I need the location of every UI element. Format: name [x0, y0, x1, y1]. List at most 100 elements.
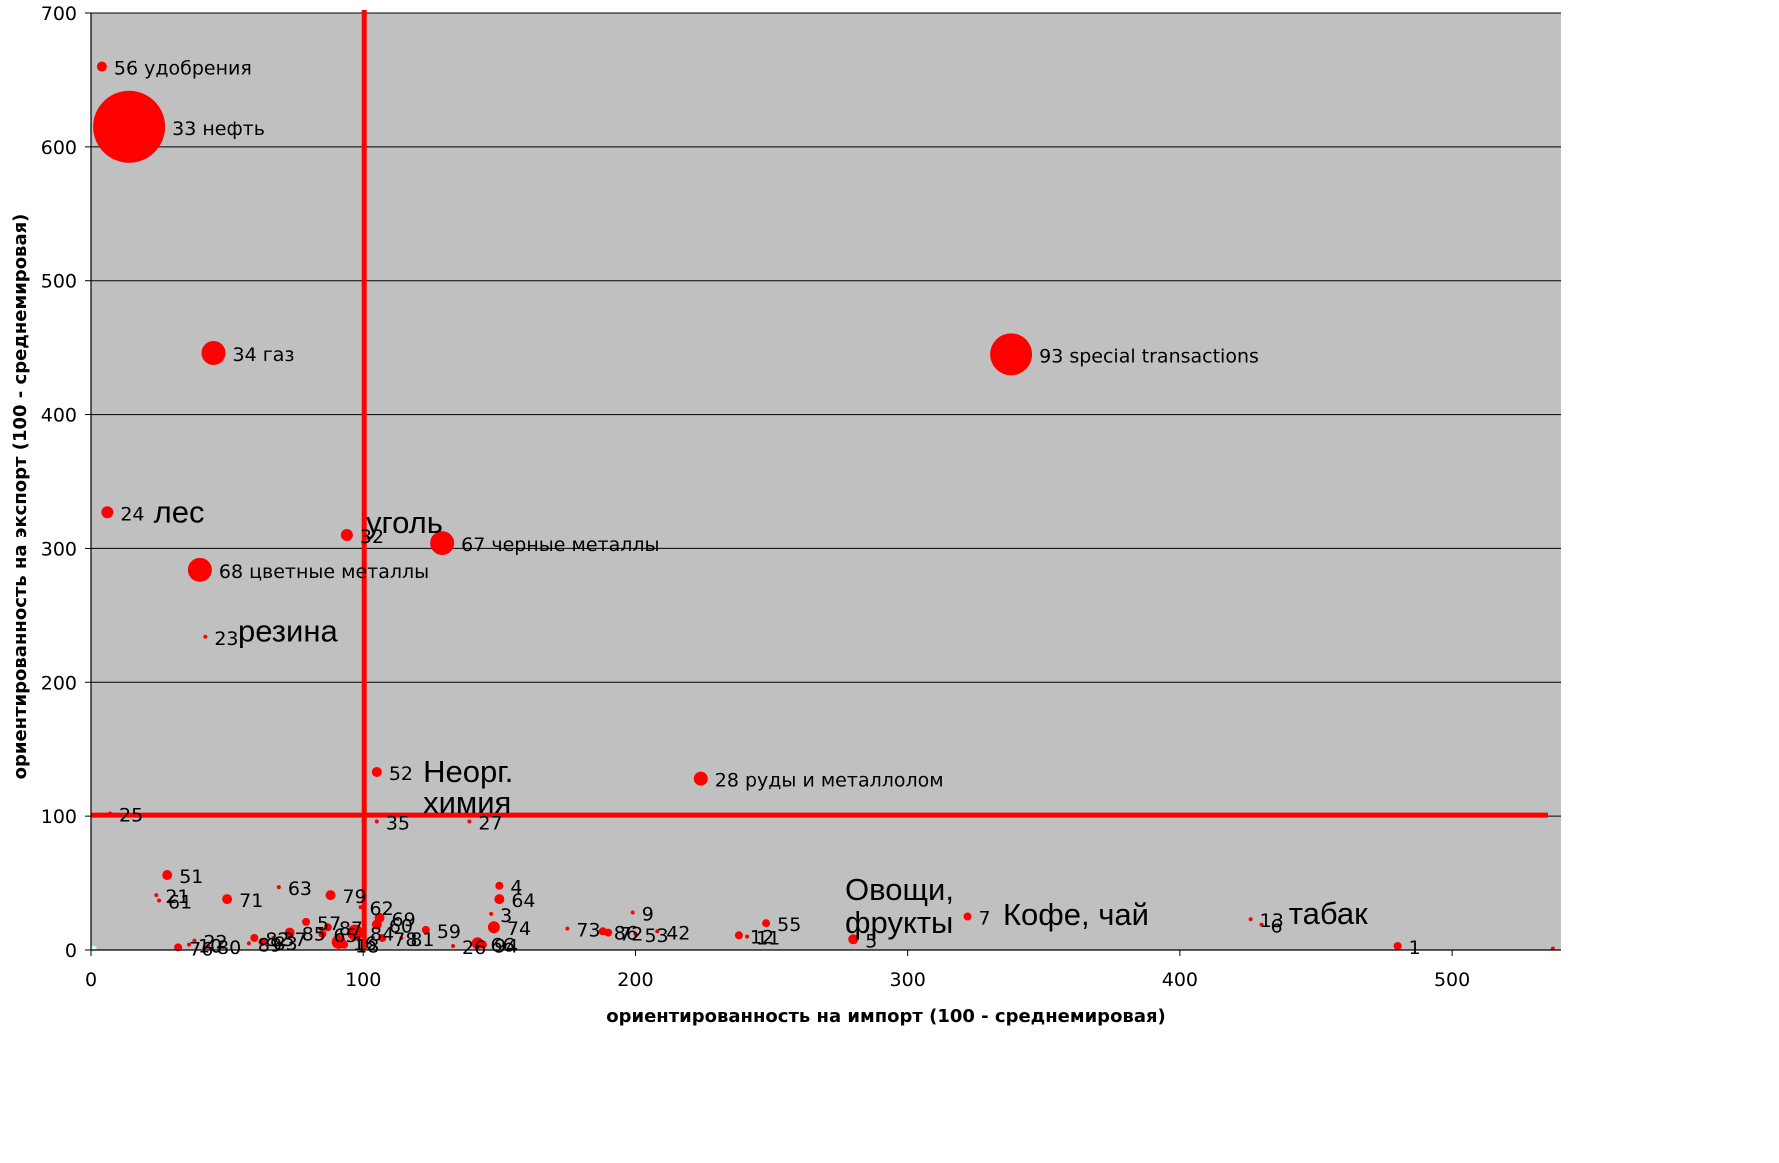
point-label: 87	[339, 918, 363, 940]
y-axis-label: ориентированность на экспорт (100 - сред…	[10, 214, 31, 780]
point-labels: 56 удобрения 33 нефть 34 газ 93 special tra…	[114, 58, 1421, 961]
data-point	[1259, 922, 1264, 927]
point-label: 5	[865, 930, 877, 952]
data-point	[495, 881, 504, 890]
point-label: 23	[214, 628, 238, 650]
x-tick-label: 300	[890, 969, 926, 991]
data-point	[1248, 917, 1253, 922]
data-point	[479, 940, 487, 949]
x-tick-label: 0	[85, 969, 97, 991]
annotation-label: Овощи,	[845, 872, 954, 907]
point-label: 4	[510, 877, 522, 899]
data-point	[399, 935, 404, 940]
data-point	[990, 333, 1033, 376]
data-point	[201, 340, 226, 365]
point-label: 7	[979, 908, 991, 930]
data-point	[693, 771, 708, 786]
data-point	[633, 931, 638, 936]
data-point	[963, 912, 972, 921]
data-point	[222, 894, 233, 905]
point-label: 10	[198, 936, 222, 958]
data-point	[340, 529, 353, 542]
point-label: 11	[756, 928, 780, 950]
point-label: 34 газ	[233, 344, 295, 366]
point-label: 12	[750, 926, 774, 948]
data-point	[187, 942, 191, 947]
y-tick-label: 100	[41, 806, 77, 828]
data-point	[848, 934, 859, 945]
point-label: 69	[392, 909, 416, 931]
point-label: 59	[437, 921, 461, 943]
point-label: 60	[389, 916, 413, 938]
point-label: 37	[282, 929, 306, 951]
data-point	[162, 870, 173, 881]
point-label: 28 руды и металлолом	[715, 770, 944, 792]
point-label: 63	[288, 878, 312, 900]
data-point	[108, 811, 113, 816]
point-label: 84	[370, 924, 394, 946]
point-label: 71	[239, 890, 263, 912]
data-point	[630, 910, 635, 915]
data-point	[347, 924, 364, 941]
data-point	[467, 819, 472, 824]
data-point	[421, 925, 430, 934]
plot-area	[91, 13, 1561, 950]
annotation-label: табак	[1289, 896, 1368, 931]
data-point	[734, 931, 743, 940]
point-label: 13	[1260, 910, 1284, 932]
data-point	[451, 943, 456, 948]
point-label: 72	[619, 924, 643, 946]
data-point	[271, 935, 276, 940]
data-point	[250, 933, 259, 942]
point-label: 73	[576, 920, 600, 942]
point-label: 9	[642, 904, 654, 926]
data-point	[246, 941, 251, 946]
point-label: 79	[343, 886, 367, 908]
point-label: 25	[119, 804, 143, 826]
data-point	[762, 919, 771, 928]
data-point	[284, 927, 295, 938]
data-point	[276, 885, 281, 890]
data-point	[745, 934, 750, 939]
data-point	[489, 911, 494, 916]
data-point	[187, 557, 212, 582]
point-label: 21	[165, 886, 189, 908]
point-label: 18	[355, 936, 379, 958]
data-point	[157, 898, 162, 903]
point-label: 76	[189, 938, 213, 960]
point-label: 33 нефть	[172, 118, 265, 140]
data-point	[1393, 941, 1402, 950]
data-point	[374, 819, 379, 824]
point-label: 86	[614, 922, 638, 944]
point-label: 89	[258, 934, 282, 956]
x-tick-label: 500	[1434, 969, 1470, 991]
data-point	[192, 938, 197, 943]
point-label: 78	[393, 929, 417, 951]
point-label: 55	[777, 914, 801, 936]
data-point	[340, 940, 349, 949]
annotation-label: резина	[238, 613, 338, 648]
reference-lines	[91, 10, 1548, 950]
point-label: 64	[511, 890, 535, 912]
axes: 0 100 200 300 400 500 600 700 0 100 200 300 400 500	[41, 3, 1561, 991]
point-label: 68 цветные металлы	[219, 561, 429, 583]
data-point	[203, 634, 208, 639]
data-point	[323, 923, 332, 932]
data-point	[358, 905, 363, 910]
data-point	[378, 933, 387, 942]
data-point	[371, 766, 382, 777]
point-label: 74	[507, 918, 531, 940]
point-label: 94	[494, 936, 518, 958]
point-label: 66	[491, 934, 515, 956]
annotation-label: Неорг.	[423, 754, 513, 789]
x-axis-label: ориентированность на импорт (100 - средн…	[606, 1006, 1166, 1027]
data-point	[604, 928, 613, 937]
point-label: 1	[1409, 937, 1421, 959]
data-points	[90, 61, 1555, 952]
annotation-label: Кофе, чай	[1003, 897, 1149, 932]
point-label: 85	[302, 924, 326, 946]
point-label: 67 черные металлы	[461, 534, 659, 556]
x-tick-label: 400	[1162, 969, 1198, 991]
point-label: 22	[203, 932, 227, 954]
data-point	[93, 90, 166, 163]
